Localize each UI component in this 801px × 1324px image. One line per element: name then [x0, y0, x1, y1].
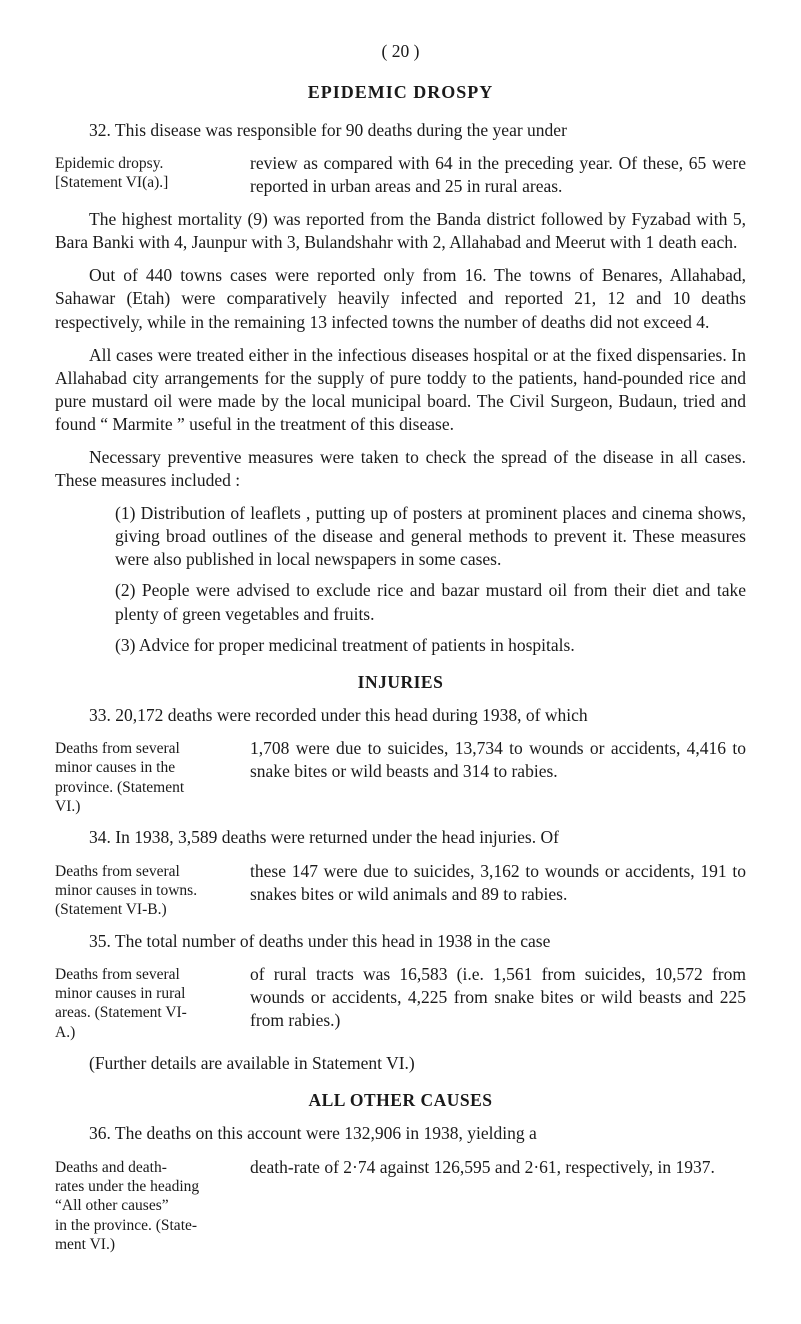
- para-33-lead: 33. 20,172 deaths were recorded under th…: [55, 704, 746, 727]
- page: ( 20 ) EPIDEMIC DROSPY 32. This disease …: [0, 0, 801, 1324]
- heading-injuries: INJURIES: [55, 671, 746, 694]
- heading-epidemic-dropsy: EPIDEMIC DROSPY: [55, 81, 746, 105]
- block-34-side: Deaths from several minor causes in town…: [55, 860, 746, 920]
- para-36-lead: 36. The deaths on this account were 132,…: [55, 1122, 746, 1145]
- sidenote-deaths-minor-rural: Deaths from several minor causes in rura…: [55, 965, 240, 1043]
- sidenote-line: “All other causes”: [55, 1196, 240, 1215]
- para-necessary-preventive: Necessary preventive measures were taken…: [55, 446, 746, 492]
- list-item-2: (2) People were advised to exclude rice …: [55, 579, 746, 625]
- para-highest-mortality: The highest mortality (9) was reported f…: [55, 208, 746, 254]
- list-item-1: (1) Distribution of leaflets , putting u…: [55, 502, 746, 571]
- para-32-lead: 32. This disease was responsible for 90 …: [55, 119, 746, 142]
- sidenote-line: Deaths and death-: [55, 1158, 240, 1177]
- sidenote-line: ment VI.): [55, 1235, 240, 1254]
- para-out-of-440: Out of 440 towns cases were reported onl…: [55, 264, 746, 333]
- sidenote-line: minor causes in towns.: [55, 881, 240, 900]
- sidenote-line: Deaths from several: [55, 965, 240, 984]
- sidenote-line: Deaths from several: [55, 862, 240, 881]
- sidenote-line: (Statement VI-B.): [55, 900, 240, 919]
- page-number: ( 20 ): [55, 40, 746, 63]
- block-33-side: Deaths from several minor causes in the …: [55, 737, 746, 817]
- para-further-details: (Further details are available in Statem…: [55, 1052, 746, 1075]
- sidenote-line: in the province. (State-: [55, 1216, 240, 1235]
- sidenote-epidemic-dropsy: Epidemic dropsy. [Statement VI(a).]: [55, 154, 240, 193]
- para-all-cases: All cases were treated either in the inf…: [55, 344, 746, 436]
- sidenote-line: province. (Statement: [55, 778, 240, 797]
- heading-all-other-causes: ALL OTHER CAUSES: [55, 1089, 746, 1112]
- list-item-3: (3) Advice for proper medicinal treatmen…: [55, 634, 746, 657]
- sidenote-deaths-minor-province: Deaths from several minor causes in the …: [55, 739, 240, 817]
- sidenote-line: minor causes in rural: [55, 984, 240, 1003]
- para-34-lead: 34. In 1938, 3,589 deaths were returned …: [55, 826, 746, 849]
- sidenote-all-other-causes: Deaths and death- rates under the headin…: [55, 1158, 240, 1255]
- sidenote-line: rates under the heading: [55, 1177, 240, 1196]
- sidenote-line: minor causes in the: [55, 758, 240, 777]
- block-35-side: Deaths from several minor causes in rura…: [55, 963, 746, 1043]
- para-35-lead: 35. The total number of deaths under thi…: [55, 930, 746, 953]
- sidenote-line: [Statement VI(a).]: [55, 173, 240, 192]
- sidenote-deaths-minor-towns: Deaths from several minor causes in town…: [55, 862, 240, 920]
- sidenote-line: Deaths from several: [55, 739, 240, 758]
- sidenote-line: VI.): [55, 797, 240, 816]
- sidenote-line: A.): [55, 1023, 240, 1042]
- block-36-side: Deaths and death- rates under the headin…: [55, 1156, 746, 1255]
- block-32-side: Epidemic dropsy. [Statement VI(a).] revi…: [55, 152, 746, 198]
- sidenote-line: areas. (Statement VI-: [55, 1003, 240, 1022]
- sidenote-line: Epidemic dropsy.: [55, 154, 240, 173]
